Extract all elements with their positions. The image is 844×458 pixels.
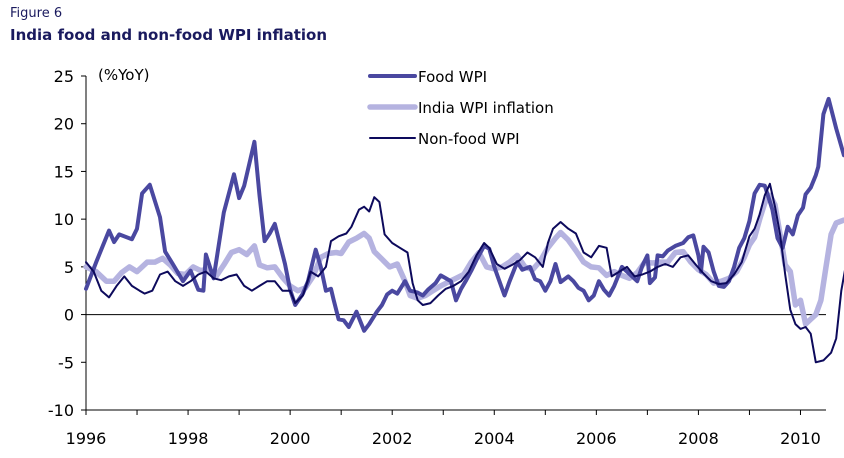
legend-label: Non-food WPI [418,130,520,148]
legend: Food WPI India WPI inflation Non-food WPI [367,68,554,148]
y-tick-label: 10 [54,210,74,229]
y-tick-label: 0 [64,306,74,325]
y-tick-label: 5 [64,258,74,277]
y-tick-label: -10 [48,401,74,420]
figure-label: Figure 6 [10,6,63,21]
y-tick-label: 15 [54,162,74,181]
y-tick-label: 25 [54,67,74,86]
x-tick-label: 2008 [678,429,719,448]
x-tick-label: 2004 [474,429,515,448]
legend-label: Food WPI [418,68,487,86]
y-tick-label: 20 [54,115,74,134]
x-tick-label: 2010 [780,429,821,448]
x-tick-label: 2002 [372,429,413,448]
series-line-non-food-wpi [85,182,844,364]
axes: -10 -5 0 5 10 15 20 25 1996 1998 2000 2002 2004 2006 2… [48,67,826,448]
series-lines [83,96,844,364]
x-tick-label: 2000 [270,429,311,448]
x-tick-label: 1996 [66,429,107,448]
chart-title: India food and non-food WPI inflation [10,26,328,44]
x-tick-label: 2006 [576,429,617,448]
y-tick-label: -5 [58,353,74,372]
legend-label: India WPI inflation [418,99,554,117]
x-tick-label: 1998 [168,429,209,448]
unit-label: (%YoY) [98,66,149,84]
series-line-india-wpi-inflation [83,192,844,327]
